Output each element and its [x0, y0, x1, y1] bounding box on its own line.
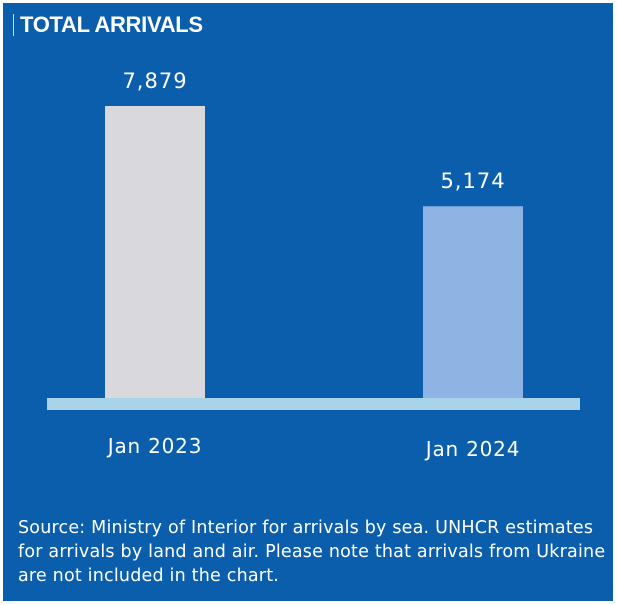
data-label: 5,174 [440, 169, 505, 193]
x-axis-baseline [47, 398, 580, 410]
bar-jan-2024 [423, 206, 523, 398]
title-bar: TOTAL ARRIVALS [13, 12, 203, 38]
x-tick-label: Jan 2023 [106, 434, 203, 458]
x-tick-label: Jan 2024 [424, 437, 521, 461]
source-note: Source: Ministry of Interior for arrival… [18, 518, 606, 586]
bar-jan-2023 [105, 106, 205, 398]
chart-title: TOTAL ARRIVALS [20, 12, 203, 37]
data-label: 7,879 [122, 69, 187, 93]
title-divider [13, 14, 14, 36]
